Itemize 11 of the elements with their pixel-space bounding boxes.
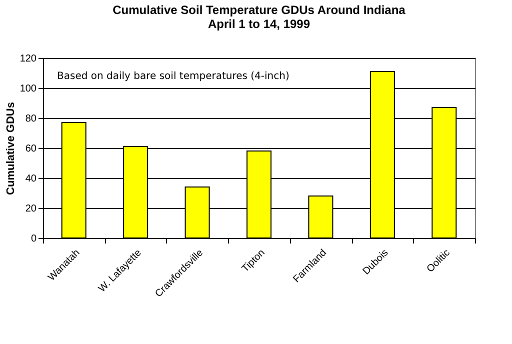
y-tick-label: 20 — [25, 204, 37, 214]
y-tick-label: 0 — [30, 234, 37, 244]
y-tick-label: 40 — [25, 174, 37, 184]
y-tick-label: 100 — [20, 84, 37, 94]
y-tick-label: 120 — [20, 54, 37, 64]
y-axis-title: Cumulative GDUs — [4, 102, 17, 195]
y-tick-label: 60 — [25, 144, 37, 154]
y-tick-label: 80 — [25, 114, 37, 124]
annotation: Based on daily bare soil temperatures (4-inch) — [57, 71, 290, 82]
chart-subtitle: April 1 to 14, 1999 — [208, 17, 310, 31]
chart-title: Cumulative Soil Temperature GDUs Around Indiana — [112, 3, 406, 17]
